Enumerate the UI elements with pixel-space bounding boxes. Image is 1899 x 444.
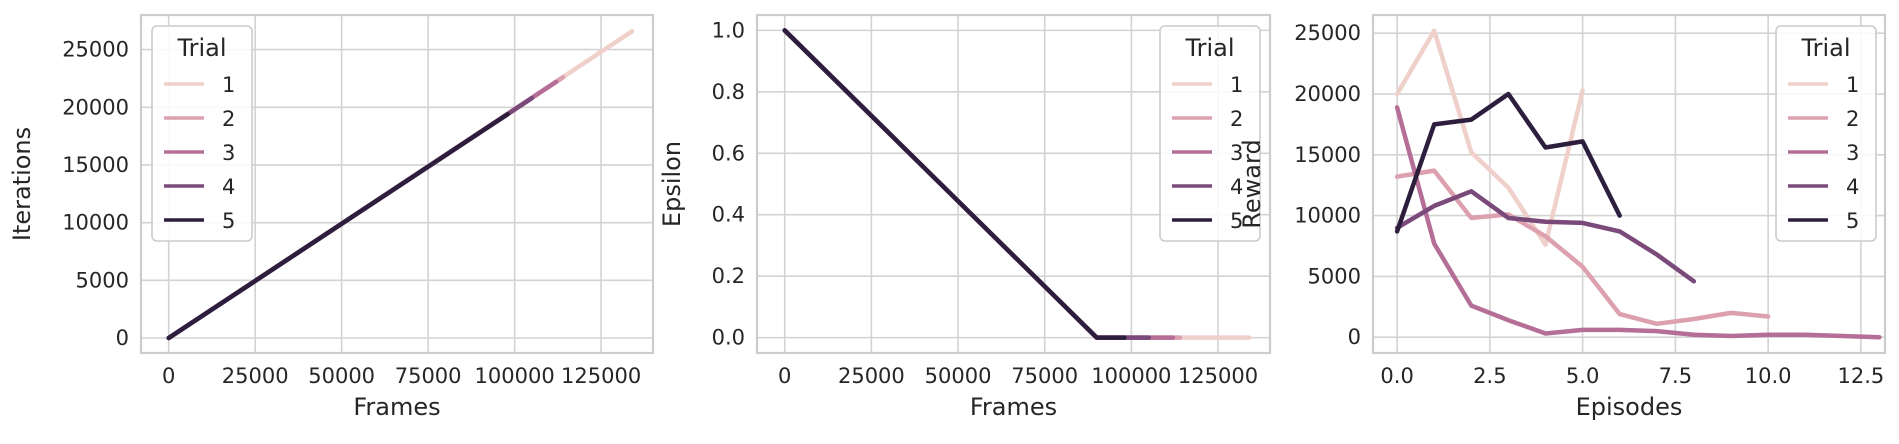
y-tick-label: 20000	[1294, 82, 1361, 106]
y-tick-label: 15000	[62, 153, 129, 177]
y-axis-label: Reward	[1238, 139, 1266, 228]
y-axis-label: Iterations	[8, 127, 36, 241]
series-line-trial-3	[782, 28, 1176, 340]
x-tick-label: 25000	[222, 364, 289, 388]
x-tick-label: 100000	[1091, 364, 1171, 388]
y-tick-label: 0.8	[712, 80, 745, 104]
y-tick-label: 0.6	[712, 141, 745, 165]
y-tick-label: 20000	[62, 95, 129, 119]
axes-frame	[139, 13, 655, 355]
y-axis-label: Epsilon	[658, 141, 686, 227]
legend-entry-label: 4	[1230, 175, 1243, 199]
legend-entry-label: 2	[1846, 107, 1859, 131]
legend-entry-label: 1	[1230, 73, 1243, 97]
series-line-trial-1	[1394, 28, 1585, 248]
legend-entry-label: 3	[222, 141, 235, 165]
series-line-trial-2	[1394, 168, 1771, 327]
series-line-trial-5	[1394, 91, 1622, 234]
legend-entry-label: 4	[222, 175, 235, 199]
x-tick-label: 75000	[1011, 364, 1078, 388]
x-axis-label: Frames	[353, 393, 440, 421]
legend: Trial 1 2 3 4 5	[1775, 25, 1877, 242]
legend-title: Trial	[176, 34, 226, 62]
y-tick-label: 0.4	[712, 203, 745, 227]
x-axis-label: Episodes	[1576, 393, 1683, 421]
x-tick-label: 7.5	[1659, 364, 1692, 388]
x-axis-label: Frames	[970, 393, 1057, 421]
y-tick-label: 5000	[76, 268, 129, 292]
series-line-trial-2	[782, 28, 1183, 340]
legend: Trial 1 2 3 4 5	[1159, 25, 1261, 242]
y-tick-label: 25000	[1294, 21, 1361, 45]
legend-entry-label: 4	[1846, 175, 1859, 199]
legend-entry-label: 2	[1230, 107, 1243, 131]
y-tick-label: 0	[1348, 325, 1361, 349]
legend: Trial 1 2 3 4 5	[151, 25, 253, 242]
y-tick-label: 15000	[1294, 143, 1361, 167]
x-tick-label: 2.5	[1473, 364, 1506, 388]
x-tick-label: 10.0	[1745, 364, 1792, 388]
series-line-trial-4	[782, 28, 1151, 340]
chart-panel-2: 0 25000 50000 75000 100000 125000 0.0 0.2 0.4 0.6…	[658, 13, 1272, 421]
x-tick-label: 25000	[838, 364, 905, 388]
y-tick-label: 10000	[1294, 204, 1361, 228]
x-tick-label: 50000	[925, 364, 992, 388]
axes-frame	[1371, 13, 1887, 355]
x-tick-label: 125000	[1178, 364, 1258, 388]
x-tick-label: 75000	[395, 364, 462, 388]
series-line-trial-5	[166, 111, 510, 341]
y-tick-label: 0.2	[712, 264, 745, 288]
x-tick-label: 50000	[308, 364, 375, 388]
legend-entry-label: 1	[222, 73, 235, 97]
x-tick-label: 100000	[475, 364, 555, 388]
y-tick-label: 0	[116, 326, 129, 350]
legend-entry-label: 3	[1230, 141, 1243, 165]
y-tick-label: 1.0	[712, 18, 745, 42]
x-tick-label: 0.0	[1380, 364, 1413, 388]
x-tick-label: 12.5	[1838, 364, 1885, 388]
legend-title: Trial	[1800, 34, 1850, 62]
x-tick-label: 0	[778, 364, 791, 388]
series-line-trial-4	[1394, 189, 1697, 284]
series-line-trial-5	[782, 28, 1127, 340]
legend-entry-label: 3	[1846, 141, 1859, 165]
y-tick-label: 25000	[62, 38, 129, 62]
legend-entry-label: 5	[222, 209, 235, 233]
legend-entry-label: 5	[1230, 209, 1243, 233]
x-tick-label: 0	[162, 364, 175, 388]
x-tick-label: 5.0	[1566, 364, 1599, 388]
legend-entry-label: 2	[222, 107, 235, 131]
y-tick-label: 0.0	[712, 326, 745, 350]
legend-entry-label: 5	[1846, 209, 1859, 233]
chart-panel-3: 0.0 2.5 5.0 7.5 10.0 12.5 0 5000 10000 15000 20000…	[1238, 13, 1887, 421]
series-line-trial-3	[1394, 105, 1882, 340]
x-tick-label: 125000	[561, 364, 641, 388]
axes-frame	[755, 13, 1272, 355]
legend-title: Trial	[1184, 34, 1234, 62]
chart-panel-1: 0 25000 50000 75000 100000 125000050001000015…	[8, 13, 655, 421]
legend-entry-label: 1	[1846, 73, 1859, 97]
y-tick-label: 5000	[1308, 264, 1361, 288]
y-tick-label: 10000	[62, 211, 129, 235]
